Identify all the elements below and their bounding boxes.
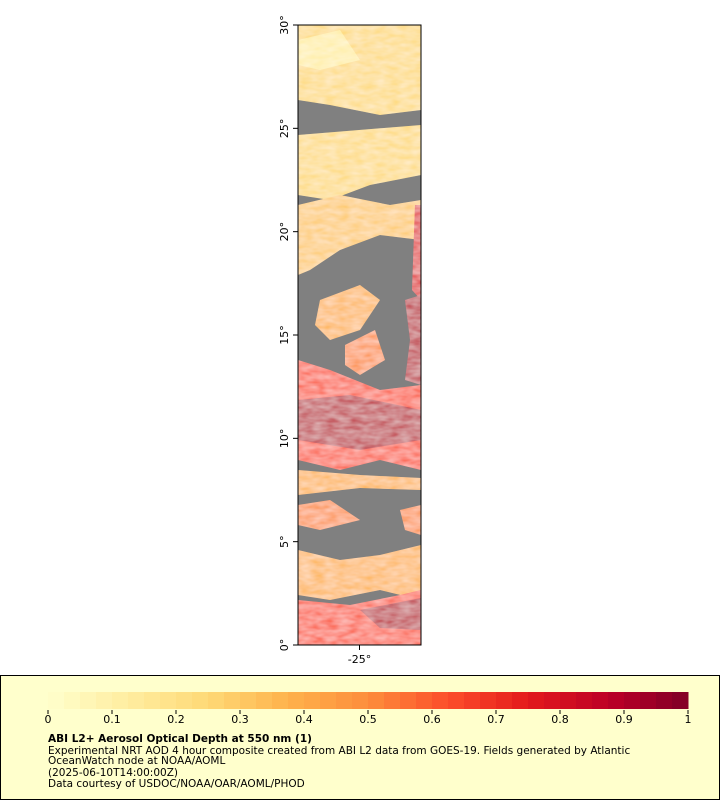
colorbar-step (576, 692, 593, 709)
y-tick-label: 15° (278, 325, 291, 345)
colorbar-tick-label: 0.9 (615, 713, 633, 726)
caption-line: Data courtesy of USDOC/NOAA/OAR/AOML/PHO… (48, 778, 305, 790)
colorbar-tick-label: 0.8 (551, 713, 569, 726)
colorbar-step (128, 692, 145, 709)
colorbar-step (48, 692, 65, 709)
caption-line: Experimental NRT AOD 4 hour composite cr… (48, 745, 630, 757)
colorbar-step (672, 692, 689, 709)
colorbar-step (528, 692, 545, 709)
colorbar-step (240, 692, 257, 709)
colorbar-step (336, 692, 353, 709)
colorbar-tick-label: 0 (45, 713, 52, 726)
colorbar-tick-label: 0.4 (295, 713, 313, 726)
legend-title: ABI L2+ Aerosol Optical Depth at 550 nm … (48, 733, 312, 745)
colorbar-step (80, 692, 97, 709)
colorbar-step (224, 692, 241, 709)
colorbar-tick-label: 0.2 (167, 713, 185, 726)
colorbar-step (512, 692, 529, 709)
colorbar-step (560, 692, 577, 709)
x-tick-label: -25° (348, 653, 371, 666)
colorbar-tick-label: 0.1 (103, 713, 121, 726)
colorbar-step (96, 692, 113, 709)
colorbar-step (448, 692, 465, 709)
colorbar-step (368, 692, 385, 709)
colorbar-step (480, 692, 497, 709)
colorbar-tick-label: 1 (685, 713, 692, 726)
caption-line: OceanWatch node at NOAA/AOML (48, 755, 225, 767)
colorbar-step (160, 692, 177, 709)
colorbar-step (144, 692, 161, 709)
colorbar-step (352, 692, 369, 709)
colorbar-step (256, 692, 273, 709)
colorbar-step (192, 692, 209, 709)
caption-line: (2025-06-10T14:00:00Z) (48, 767, 178, 779)
colorbar-step (624, 692, 641, 709)
colorbar-step (208, 692, 225, 709)
y-tick-label: 10° (278, 429, 291, 449)
colorbar-step (496, 692, 513, 709)
colorbar-step (464, 692, 481, 709)
y-tick-label: 0° (278, 639, 291, 652)
colorbar-step (544, 692, 561, 709)
colorbar-step (432, 692, 449, 709)
colorbar-step (656, 692, 673, 709)
colorbar-step (640, 692, 657, 709)
colorbar-step (592, 692, 609, 709)
colorbar-step (416, 692, 433, 709)
y-tick-label: 5° (278, 535, 291, 548)
colorbar-step (112, 692, 129, 709)
colorbar-tick-label: 0.6 (423, 713, 441, 726)
colorbar-tick-label: 0.5 (359, 713, 377, 726)
colorbar-step (272, 692, 289, 709)
y-tick-label: 20° (278, 222, 291, 242)
colorbar-step (64, 692, 81, 709)
colorbar-step (304, 692, 321, 709)
colorbar-step (384, 692, 401, 709)
colorbar-step (288, 692, 305, 709)
colorbar-step (320, 692, 337, 709)
aod-map (298, 25, 421, 645)
colorbar-step (176, 692, 193, 709)
colorbar-step (608, 692, 625, 709)
y-tick-label: 30° (278, 15, 291, 35)
colorbar-step (400, 692, 417, 709)
colorbar-tick-label: 0.3 (231, 713, 249, 726)
colorbar-tick-label: 0.7 (487, 713, 505, 726)
y-tick-label: 25° (278, 119, 291, 139)
